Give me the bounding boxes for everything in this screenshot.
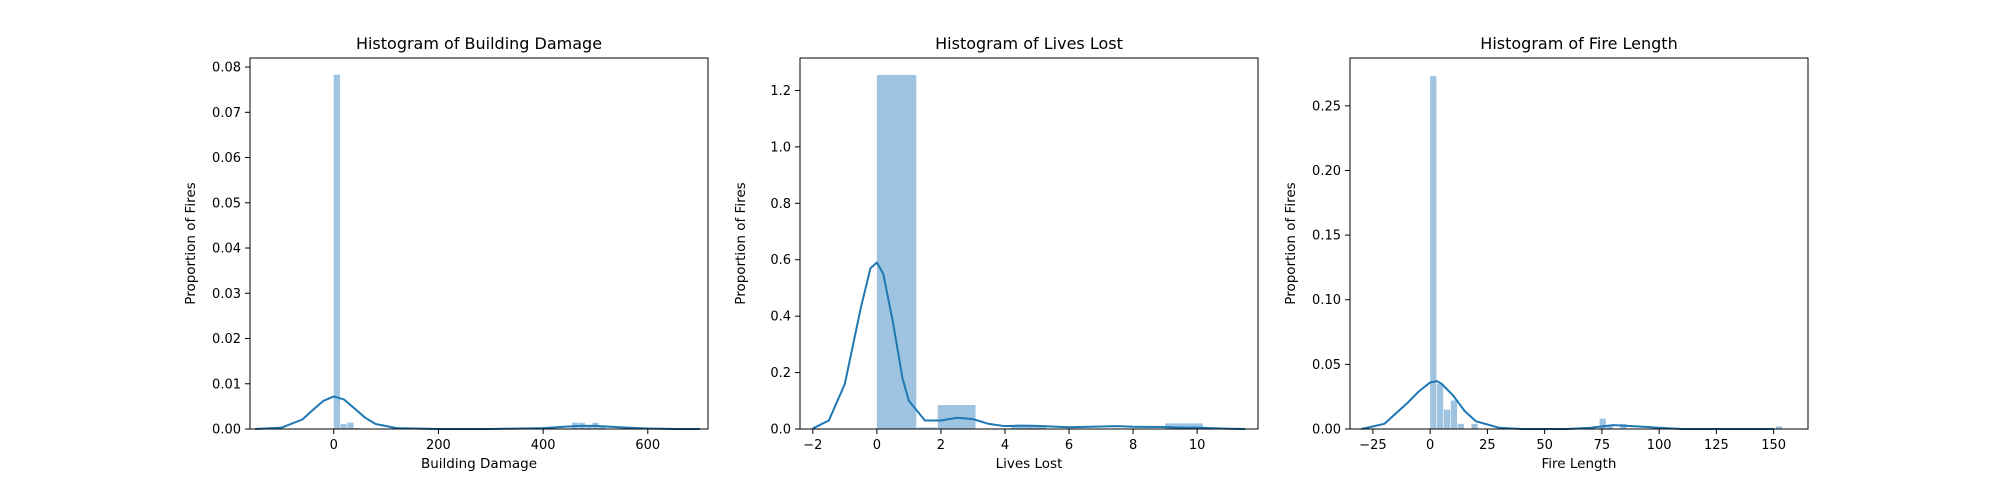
histogram-bar	[1457, 423, 1464, 429]
histogram-bar	[1437, 383, 1444, 429]
x-tick-label: 100	[1647, 438, 1672, 453]
y-tick-label: 0.0	[770, 423, 791, 438]
chart-title: Histogram of Building Damage	[356, 34, 602, 53]
x-tick-label: 25	[1479, 438, 1496, 453]
histogram-bar	[1450, 400, 1458, 429]
x-tick-label: 125	[1704, 438, 1729, 453]
y-tick-label: 0.10	[1312, 293, 1341, 308]
kde-line	[812, 261, 1246, 430]
x-axis-label: Fire Length	[1542, 456, 1617, 472]
axes-frame	[799, 57, 1259, 430]
x-tick-label: 0	[873, 438, 881, 453]
histogram-bar	[1775, 426, 1783, 429]
y-tick-label: 0.25	[1312, 99, 1341, 114]
x-tick-label: 6	[1065, 438, 1073, 453]
x-tick-label: −2	[803, 438, 822, 453]
x-tick-label: 0	[1426, 438, 1434, 453]
chart-panel-2: −2 0 2 4 6 8 10 0.0 0.2 0.4 0.6 0.8 1.0 1.2 Histogram …	[733, 34, 1259, 472]
y-axis-label: Proportion of Fires	[1283, 182, 1299, 304]
x-tick-label: 8	[1129, 438, 1137, 453]
y-tick-label: 0.08	[212, 61, 241, 76]
y-axis-label: Proportion of Fires	[183, 182, 199, 304]
histogram-bar	[1443, 409, 1451, 429]
histogram-bar	[1165, 423, 1203, 429]
x-tick-label: −25	[1359, 438, 1386, 453]
x-tick-label: 10	[1189, 438, 1206, 453]
y-tick-label: 0.6	[770, 253, 791, 268]
y-tick-label: 0.04	[212, 242, 241, 257]
y-tick-label: 0.01	[212, 377, 241, 392]
y-tick-label: 0.20	[1312, 164, 1341, 179]
chart-panel-3: −25 0 25 50 75 100 125 150 0.00 0.05 0.10 0.15 0.20 0…	[1283, 34, 1809, 472]
y-tick-label: 0.8	[770, 197, 791, 212]
x-tick-label: 600	[635, 438, 660, 453]
x-tick-label: 200	[426, 438, 451, 453]
y-tick-label: 0.2	[770, 366, 791, 381]
histogram-bar	[1599, 418, 1606, 429]
chart-title: Histogram of Lives Lost	[935, 34, 1123, 53]
x-tick-label: 150	[1761, 438, 1786, 453]
histogram-bar	[347, 422, 354, 429]
chart-title: Histogram of Fire Length	[1480, 34, 1677, 53]
x-tick-label: 4	[1001, 438, 1009, 453]
y-axis-label: Proportion of Fires	[733, 182, 749, 304]
histogram-bar	[1430, 76, 1437, 429]
x-tick-label: 0	[330, 438, 338, 453]
histogram-bar	[585, 426, 592, 429]
y-tick-label: 0.07	[212, 106, 241, 121]
axes-frame	[249, 57, 709, 430]
histogram-bar	[333, 74, 340, 430]
kde-line	[1361, 380, 1774, 430]
x-tick-label: 400	[531, 438, 556, 453]
y-tick-label: 0.00	[212, 423, 241, 438]
histogram-bar	[340, 424, 347, 429]
x-axis-label: Building Damage	[421, 456, 537, 472]
y-tick-label: 0.4	[770, 310, 791, 325]
y-tick-label: 0.05	[1312, 358, 1341, 373]
y-tick-label: 0.15	[1312, 229, 1341, 244]
y-tick-label: 0.00	[1312, 423, 1341, 438]
histogram-bar	[1471, 423, 1478, 429]
y-tick-label: 0.05	[212, 196, 241, 211]
histogram-bar	[916, 427, 938, 429]
x-tick-label: 50	[1536, 438, 1553, 453]
x-tick-label: 2	[937, 438, 945, 453]
x-axis-label: Lives Lost	[996, 456, 1063, 472]
histogram-bar	[1011, 426, 1047, 429]
histogram-bar	[599, 426, 606, 429]
axes-frame	[1349, 57, 1809, 430]
kde-line	[255, 395, 701, 430]
chart-panel-1: 0 200 400 600 0.00 0.01 0.02 0.03 0.04 0.05 0.06 0.…	[183, 34, 709, 472]
y-tick-label: 1.2	[770, 84, 791, 99]
y-tick-label: 0.03	[212, 287, 241, 302]
histogram-bar	[1606, 425, 1613, 429]
histogram-bar	[876, 74, 917, 430]
x-tick-label: 75	[1594, 438, 1611, 453]
y-tick-label: 0.02	[212, 332, 241, 347]
y-tick-label: 0.06	[212, 151, 241, 166]
y-tick-label: 1.0	[770, 140, 791, 155]
